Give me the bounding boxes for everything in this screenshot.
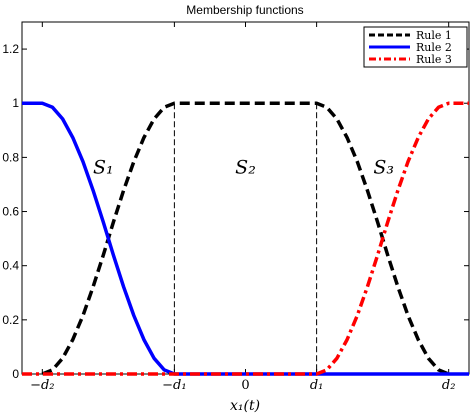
x-tick-label: −d₁ <box>162 378 186 393</box>
y-tick-label: 1.2 <box>2 42 19 56</box>
series-line-rule-2 <box>22 101 469 376</box>
legend-label: Rule 1 <box>416 29 452 42</box>
y-tick-label: 1 <box>12 96 19 110</box>
y-tick-label: 0.6 <box>2 205 19 219</box>
x-tick-label: d₂ <box>442 378 456 393</box>
x-tick-label: 0 <box>241 378 249 393</box>
y-tick-label: 0.8 <box>2 150 19 164</box>
y-tick-label: 0.4 <box>2 259 19 273</box>
series-lines <box>22 101 469 376</box>
series-line-rule-3 <box>22 101 469 376</box>
series-line-rule-1 <box>41 101 450 376</box>
y-tick-label: 0.2 <box>2 313 19 327</box>
x-axis-label: x₁(t) <box>230 398 260 414</box>
reference-lines <box>173 103 318 374</box>
region-label: S₃ <box>373 157 394 179</box>
legend-label: Rule 3 <box>416 53 452 66</box>
region-labels: S₁ S₂ S₃ <box>93 157 394 179</box>
legend-label: Rule 2 <box>416 41 452 54</box>
x-tick-label: d₁ <box>310 378 324 393</box>
x-tick-label: −d₂ <box>30 378 54 393</box>
chart-title: Membership functions <box>186 3 303 17</box>
region-label: S₁ <box>93 157 114 179</box>
plot-area <box>21 21 470 375</box>
region-label: S₂ <box>235 157 256 179</box>
y-tick-label: 0 <box>12 367 19 381</box>
